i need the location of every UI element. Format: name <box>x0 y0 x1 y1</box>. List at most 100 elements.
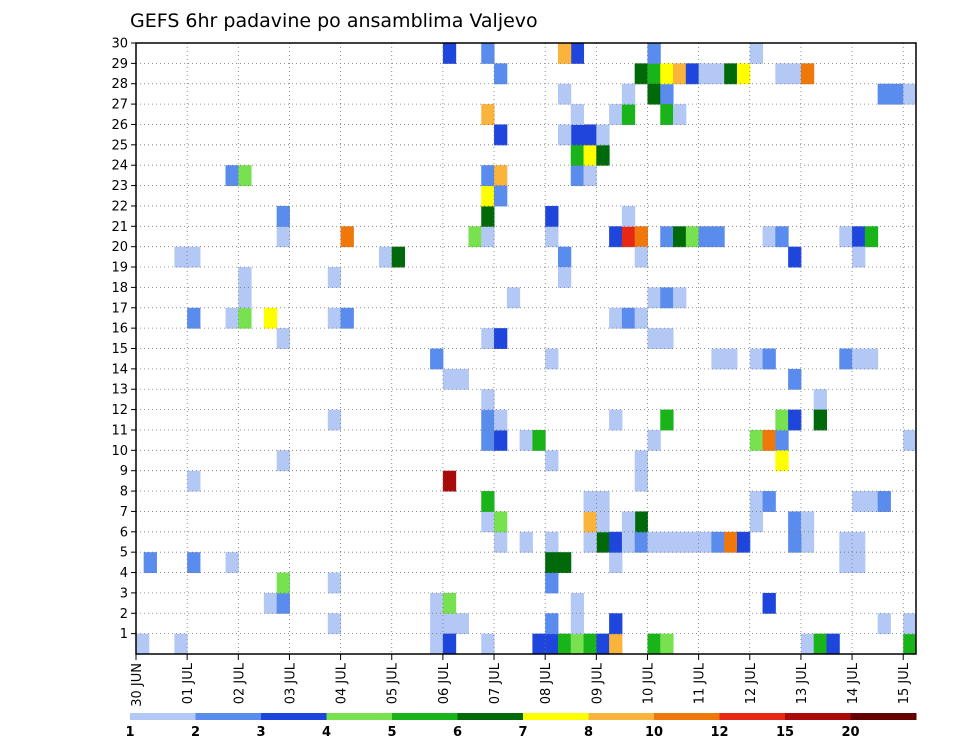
precip-cell <box>647 429 661 451</box>
precip-cell <box>481 165 495 187</box>
precip-cell <box>481 226 495 248</box>
y-tick-label: 19 <box>111 261 128 276</box>
chart-title: GEFS 6hr padavine po ansamblima Valjevo <box>130 10 538 32</box>
precip-cell <box>430 592 444 614</box>
precip-cell <box>327 267 342 288</box>
x-tick-label: 07 JUL <box>488 662 503 704</box>
precip-cell <box>609 613 623 635</box>
colorbar-label: 6 <box>453 725 462 740</box>
x-tick-label: 10 JUL <box>641 662 656 704</box>
precip-cell <box>494 124 508 146</box>
precip-cell <box>583 124 597 146</box>
precip-cell <box>481 633 495 655</box>
precip-cell <box>788 63 802 85</box>
precip-cell <box>430 613 444 635</box>
precip-cell <box>903 83 917 105</box>
precip-cell <box>481 511 495 533</box>
precip-cell <box>557 246 572 268</box>
precip-cell <box>481 328 495 349</box>
x-tick-label: 01 JUL <box>181 662 196 704</box>
y-tick-label: 16 <box>111 322 128 337</box>
precip-cell <box>749 511 764 533</box>
precip-cell <box>545 205 559 227</box>
y-tick-label: 17 <box>111 301 128 316</box>
x-tick-label: 15 JUL <box>897 662 912 704</box>
precip-cell <box>545 613 559 635</box>
precip-cell <box>839 348 853 370</box>
colorbar-label: 2 <box>191 725 200 740</box>
colorbar-segment <box>130 713 196 720</box>
colorbar-label: 20 <box>841 725 859 740</box>
precip-cell <box>736 63 751 85</box>
precip-cell <box>698 63 712 85</box>
precip-cell <box>557 43 572 64</box>
precip-cell <box>609 104 623 125</box>
precip-cell <box>749 348 764 370</box>
precip-cell <box>852 552 866 574</box>
precip-cell <box>609 531 623 553</box>
precip-cell <box>187 470 201 492</box>
x-tick-label: 02 JUL <box>232 662 247 704</box>
precip-cell <box>660 409 674 431</box>
y-tick-label: 14 <box>111 362 128 377</box>
colorbar-label: 12 <box>710 725 728 740</box>
precip-cell <box>442 613 457 635</box>
precip-cell <box>634 246 648 268</box>
precip-cell <box>570 592 585 614</box>
precip-cell <box>481 104 495 125</box>
x-tick-label: 30 JUN <box>130 663 145 707</box>
precip-cell <box>174 246 188 268</box>
precip-cell <box>724 531 738 553</box>
precip-cell <box>430 348 444 370</box>
precip-cell <box>238 287 252 309</box>
precip-cell <box>391 246 406 268</box>
precip-cell <box>698 226 712 248</box>
precip-cell <box>711 226 725 248</box>
precip-cell <box>143 552 157 574</box>
y-tick-label: 9 <box>120 464 128 479</box>
precip-cell <box>430 633 444 655</box>
precip-cell <box>749 429 764 451</box>
precip-cell <box>634 226 648 248</box>
precip-cell <box>647 328 661 349</box>
precip-cell <box>864 348 879 370</box>
precip-cell <box>570 43 585 64</box>
precip-cell <box>634 63 648 85</box>
precip-cell <box>583 165 597 187</box>
y-tick-label: 10 <box>111 444 128 459</box>
precip-cell <box>852 491 866 512</box>
y-tick-label: 23 <box>111 179 128 194</box>
colorbar-segment <box>261 713 327 720</box>
precip-cell <box>557 124 572 146</box>
precip-cell <box>609 633 623 655</box>
precip-cell <box>903 613 917 635</box>
precip-cell <box>634 470 648 492</box>
precip-cell <box>621 307 636 329</box>
y-tick-label: 21 <box>111 220 128 235</box>
colorbar-segment <box>457 713 524 720</box>
precip-cell <box>238 307 252 329</box>
precip-cell <box>813 633 827 655</box>
precip-cell <box>557 83 572 105</box>
colorbar-label: 15 <box>776 725 794 740</box>
precip-cell <box>647 63 661 85</box>
y-tick-label: 6 <box>120 525 128 540</box>
precip-cell <box>519 531 533 553</box>
precip-cell <box>711 348 725 370</box>
colorbar-segment <box>588 713 655 720</box>
precip-cell <box>775 429 789 451</box>
precip-cell <box>852 226 866 248</box>
y-tick-label: 22 <box>111 199 128 214</box>
precip-cell <box>570 613 585 635</box>
precip-cell <box>800 63 815 85</box>
precip-cell <box>276 572 290 594</box>
precip-cell <box>647 633 661 655</box>
plot-frame <box>135 42 917 655</box>
precip-cell <box>673 226 687 248</box>
y-tick-label: 27 <box>111 98 128 113</box>
precip-cell <box>685 63 700 85</box>
colorbar-segment <box>654 713 720 720</box>
y-tick-label: 15 <box>111 342 128 357</box>
colorbar-label: 4 <box>322 725 331 740</box>
precip-cell <box>609 226 623 248</box>
